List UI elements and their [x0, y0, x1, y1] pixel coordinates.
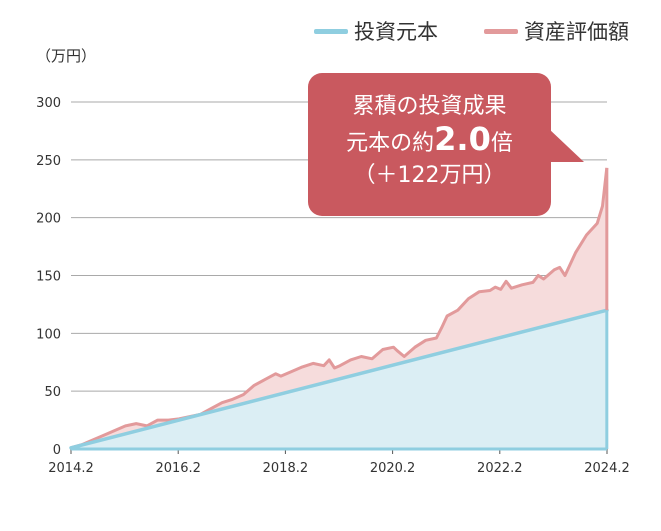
x-tick-label-5: 2024.2: [584, 461, 630, 476]
callout-line-2-prefix: 元本の約: [346, 131, 435, 156]
x-tick-label-2: 2018.2: [263, 461, 309, 476]
y-tick-label-0: 0: [53, 443, 61, 458]
x-tick-labels: 2014.2 2016.2 2018.2 2020.2 2022.2 2024.2: [48, 461, 630, 476]
callout-line-2-suffix: 倍: [490, 131, 513, 156]
y-tick-label-250: 250: [36, 154, 61, 169]
y-tick-label-150: 150: [36, 270, 61, 285]
y-tick-label-200: 200: [36, 212, 61, 227]
callout-box: 累積の投資成果 元本の約2.0倍 （＋122万円）: [308, 73, 551, 216]
y-axis-unit: （万円）: [36, 47, 97, 65]
callout-line-3: （＋122万円）: [353, 163, 506, 188]
callout-line-1: 累積の投資成果: [352, 94, 507, 119]
principal-line: [69, 308, 609, 450]
x-tick-label-0: 2014.2: [48, 461, 94, 476]
y-tick-label-300: 300: [36, 96, 61, 111]
callout-tail: [548, 128, 584, 162]
legend-item-principal: 投資元本: [314, 16, 438, 46]
x-tick-label-3: 2020.2: [370, 461, 416, 476]
legend-swatch-asset: [484, 28, 518, 34]
legend-label-asset: 資産評価額: [524, 20, 629, 44]
callout-line-2: 元本の約2.0倍: [308, 123, 551, 160]
legend-swatch-principal: [314, 28, 348, 34]
legend-label-principal: 投資元本: [354, 20, 438, 44]
x-tick-label-1: 2016.2: [155, 461, 201, 476]
x-tick-label-4: 2022.2: [477, 461, 523, 476]
series-lines: [69, 167, 609, 451]
legend-item-asset: 資産評価額: [484, 16, 629, 46]
y-tick-label-100: 100: [36, 327, 61, 342]
y-tick-labels: 0 50 100 150 200 250 300: [36, 96, 61, 458]
callout-multiple-value: 2.0: [434, 120, 491, 158]
y-tick-label-50: 50: [44, 385, 61, 400]
